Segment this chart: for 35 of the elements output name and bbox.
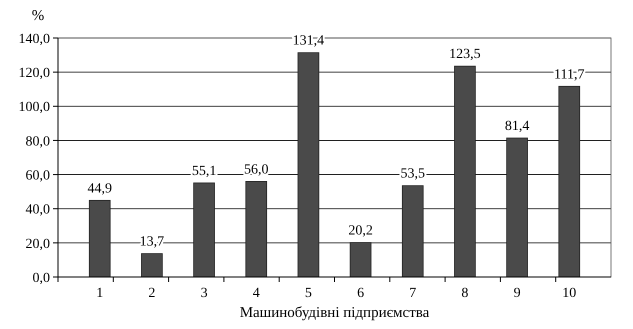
y-tick-label: 120,0: [18, 66, 50, 82]
x-tick-label: 2: [148, 286, 156, 301]
x-tick-label: 9: [514, 286, 521, 301]
bar: [506, 138, 528, 278]
data-label: 20,2: [348, 224, 373, 239]
bar: [558, 86, 580, 278]
x-tick-label: 4: [252, 286, 260, 301]
x-axis-title: Машинобудівні підприємства: [240, 305, 430, 321]
bar: [298, 52, 320, 278]
x-tick-label: 5: [304, 286, 312, 301]
bar: [402, 185, 424, 278]
x-tick-label: 8: [461, 286, 468, 301]
bar: [454, 66, 476, 278]
y-tick-label: 40,0: [26, 202, 50, 218]
bar: [88, 200, 111, 278]
y-tick-label: 20,0: [26, 236, 50, 252]
x-tick-label: 1: [96, 286, 104, 301]
bar: [245, 181, 268, 278]
x-tick-label: 6: [357, 286, 364, 301]
data-label: 81,4: [504, 119, 530, 134]
y-tick-label: 140,0: [18, 32, 50, 47]
bar: [350, 242, 372, 278]
y-tick-label: 0,0: [32, 270, 50, 286]
y-tick-label: 100,0: [18, 100, 50, 116]
data-label: 44,9: [87, 181, 112, 196]
x-tick-label: 7: [409, 286, 416, 301]
x-tick-label: 3: [200, 286, 208, 301]
bar: [141, 253, 163, 278]
data-label: 56,0: [244, 162, 268, 178]
y-tick-label: 60,0: [26, 168, 50, 184]
y-tick-label: 80,0: [26, 134, 50, 150]
y-axis-title: %: [32, 8, 44, 24]
data-label: 123,5: [449, 47, 481, 62]
bar: [193, 182, 215, 278]
x-tick-label: 10: [562, 286, 576, 301]
